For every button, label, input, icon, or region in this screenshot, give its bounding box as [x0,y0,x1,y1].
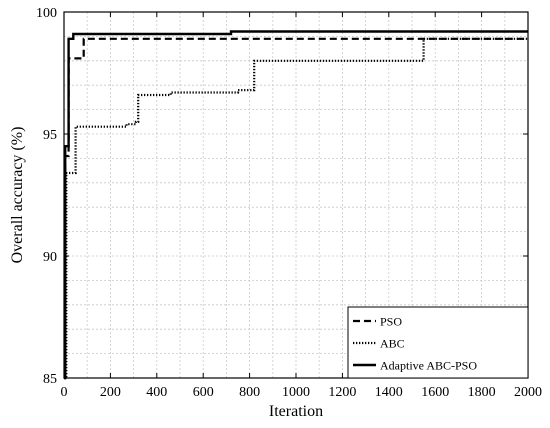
x-tick-label: 1600 [421,385,449,400]
x-tick-label: 2000 [514,385,542,400]
y-tick-label: 90 [43,250,57,265]
y-tick-label: 95 [43,128,57,143]
y-axis-label: Overall accuracy (%) [9,127,26,264]
x-axis-label: Iteration [269,403,323,420]
x-tick-label: 0 [61,385,68,400]
legend-label: ABC [380,337,405,351]
x-tick-label: 1800 [468,385,496,400]
x-tick-label: 400 [146,385,167,400]
y-tick-label: 100 [36,6,57,21]
x-tick-label: 600 [193,385,214,400]
legend: PSO ABC Adaptive ABC-PSO [347,306,529,379]
legend-box [347,306,529,379]
x-tick-label: 1000 [282,385,310,400]
y-tick-label: 85 [43,372,57,387]
legend-label: Adaptive ABC-PSO [380,359,477,373]
x-tick-label: 800 [239,385,260,400]
legend-label: PSO [380,315,402,329]
ticks: 0 200 400 600 800 1000 1200 1400 1600 1800 2000 85 9… [36,6,542,400]
series-line-adaptive-abc-pso [63,30,528,380]
x-tick-label: 1200 [328,385,356,400]
x-tick-label: 200 [100,385,121,400]
x-tick-label: 1400 [375,385,403,400]
series-line-abc [64,37,528,380]
series-layer [63,30,528,380]
